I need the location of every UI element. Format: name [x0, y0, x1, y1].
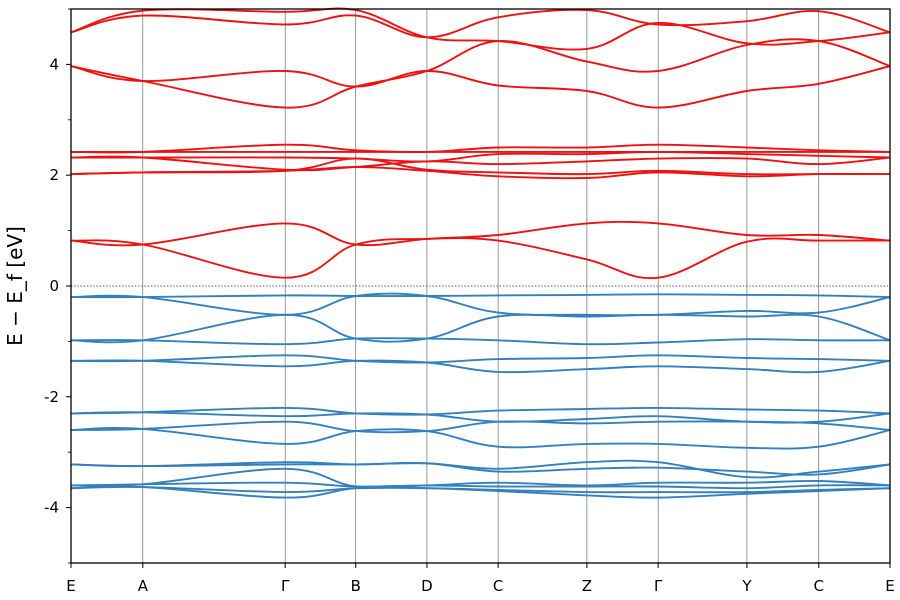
valence-band-18 — [70, 406, 891, 416]
conduction-band-0 — [70, 8, 891, 39]
x-tick-label-3: B — [351, 577, 361, 595]
valence-band-27 — [70, 485, 891, 499]
conduction-band-4 — [70, 143, 891, 154]
y-tick-label-0: -4 — [44, 499, 59, 517]
valence-band-26 — [70, 485, 891, 494]
y-tick-label-3: 2 — [49, 166, 59, 184]
x-tick-label-8: Y — [741, 577, 752, 595]
valence-band-24 — [70, 467, 891, 489]
valence-band-13 — [70, 292, 891, 317]
valence-band-20 — [70, 420, 891, 434]
valence-band-14 — [70, 313, 891, 344]
band-series — [70, 7, 891, 499]
valence-band-17 — [70, 359, 891, 374]
x-tick-label-9: C — [814, 577, 824, 595]
valence-band-16 — [70, 354, 891, 364]
conduction-band-2 — [70, 65, 891, 109]
y-tick-label-4: 4 — [49, 55, 59, 73]
x-tick-label-2: Γ — [281, 577, 290, 595]
valence-band-21 — [70, 427, 891, 450]
x-tick-label-1: A — [138, 577, 149, 595]
x-tick-label-0: E — [66, 577, 75, 595]
y-tick-label-2: 0 — [49, 277, 59, 295]
valence-band-15 — [70, 337, 891, 346]
conduction-band-6 — [71, 150, 891, 163]
x-tick-label-4: D — [421, 577, 433, 595]
x-tick-label-7: Γ — [654, 577, 663, 595]
y-axis-label: E − E_f [eV] — [3, 226, 27, 346]
valence-band-23 — [70, 459, 891, 479]
y-axis-ticks: -4 -2 0 2 4 — [44, 8, 71, 564]
valence-band-25 — [70, 481, 891, 490]
conduction-band-3 — [70, 38, 891, 109]
conduction-band-7 — [70, 155, 891, 172]
conduction-band-11 — [70, 237, 891, 280]
valence-band-12 — [70, 293, 891, 299]
conduction-band-9 — [70, 165, 891, 180]
y-tick-label-1: -2 — [44, 388, 59, 406]
x-tick-label-6: Z — [582, 577, 592, 595]
x-tick-label-5: C — [493, 577, 503, 595]
x-tick-label-10: E — [885, 577, 894, 595]
valence-band-22 — [70, 461, 891, 476]
conduction-band-10 — [70, 220, 891, 247]
